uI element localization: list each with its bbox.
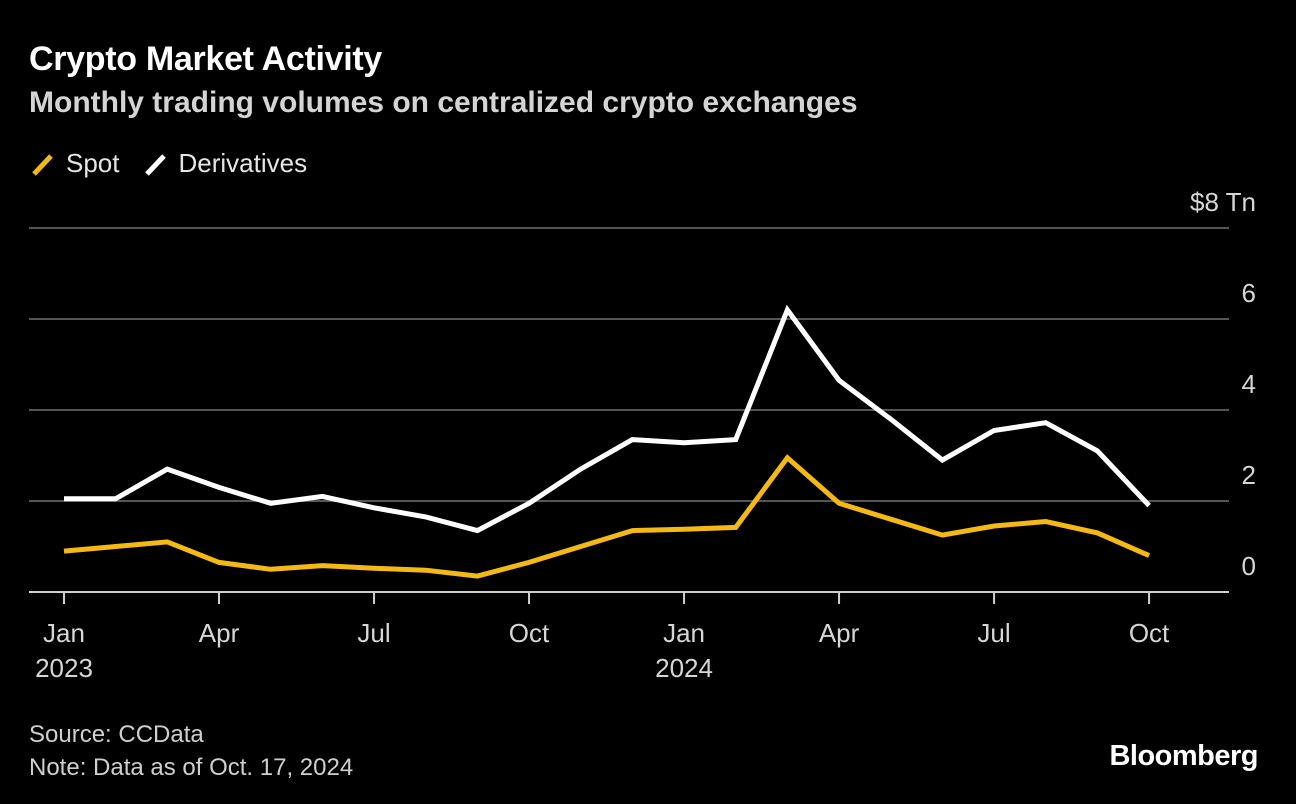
x-tick-label: Apr	[819, 618, 860, 648]
x-axis	[29, 591, 1229, 604]
series-line-spot	[63, 454, 1151, 579]
series-line-derivatives	[64, 304, 1151, 534]
chart-subtitle: Monthly trading volumes on centralized c…	[29, 86, 858, 119]
source-note: Source: CCData	[29, 721, 204, 748]
x-tick-label: Oct	[1129, 618, 1170, 648]
series-lines	[63, 304, 1151, 579]
x-tick-year-label: 2024	[655, 653, 713, 683]
line-chart: 0 2 4 6 $8 Tn Jan 2023 Apr Jul Oct Jan 2024 Apr Jul Oc…	[29, 187, 1256, 683]
legend-swatch-spot	[29, 150, 57, 178]
bloomberg-logo: Bloomberg	[1109, 740, 1258, 772]
x-tick-label: Jul	[977, 618, 1010, 648]
y-tick-label: 0	[1242, 551, 1256, 581]
y-tick-label: 6	[1242, 278, 1256, 308]
tick-labels: 0 2 4 6 $8 Tn Jan 2023 Apr Jul Oct Jan 2024 Apr Jul Oc…	[35, 187, 1256, 683]
y-tick-label: 4	[1242, 369, 1256, 399]
x-tick-label: Apr	[199, 618, 240, 648]
legend-item-spot: Spot	[29, 148, 120, 179]
legend-label-derivatives: Derivatives	[178, 148, 308, 178]
y-tick-label: $8 Tn	[1190, 187, 1256, 217]
y-tick-label: 2	[1242, 460, 1256, 490]
x-tick-label: Oct	[509, 618, 550, 648]
x-tick-label: Jul	[357, 618, 390, 648]
x-tick-label: Jan	[663, 618, 705, 648]
chart-legend: Spot Derivatives	[29, 148, 329, 179]
legend-swatch-derivatives	[142, 150, 170, 178]
data-note: Note: Data as of Oct. 17, 2024	[29, 754, 354, 781]
chart-title: Crypto Market Activity	[29, 40, 383, 78]
legend-item-derivatives: Derivatives	[142, 148, 308, 179]
chart-footer: Source: CCData Note: Data as of Oct. 17,…	[29, 718, 353, 784]
x-tick-year-label: 2023	[35, 653, 93, 683]
x-tick-label: Jan	[43, 618, 85, 648]
legend-label-spot: Spot	[66, 148, 120, 178]
gridlines	[29, 227, 1229, 502]
